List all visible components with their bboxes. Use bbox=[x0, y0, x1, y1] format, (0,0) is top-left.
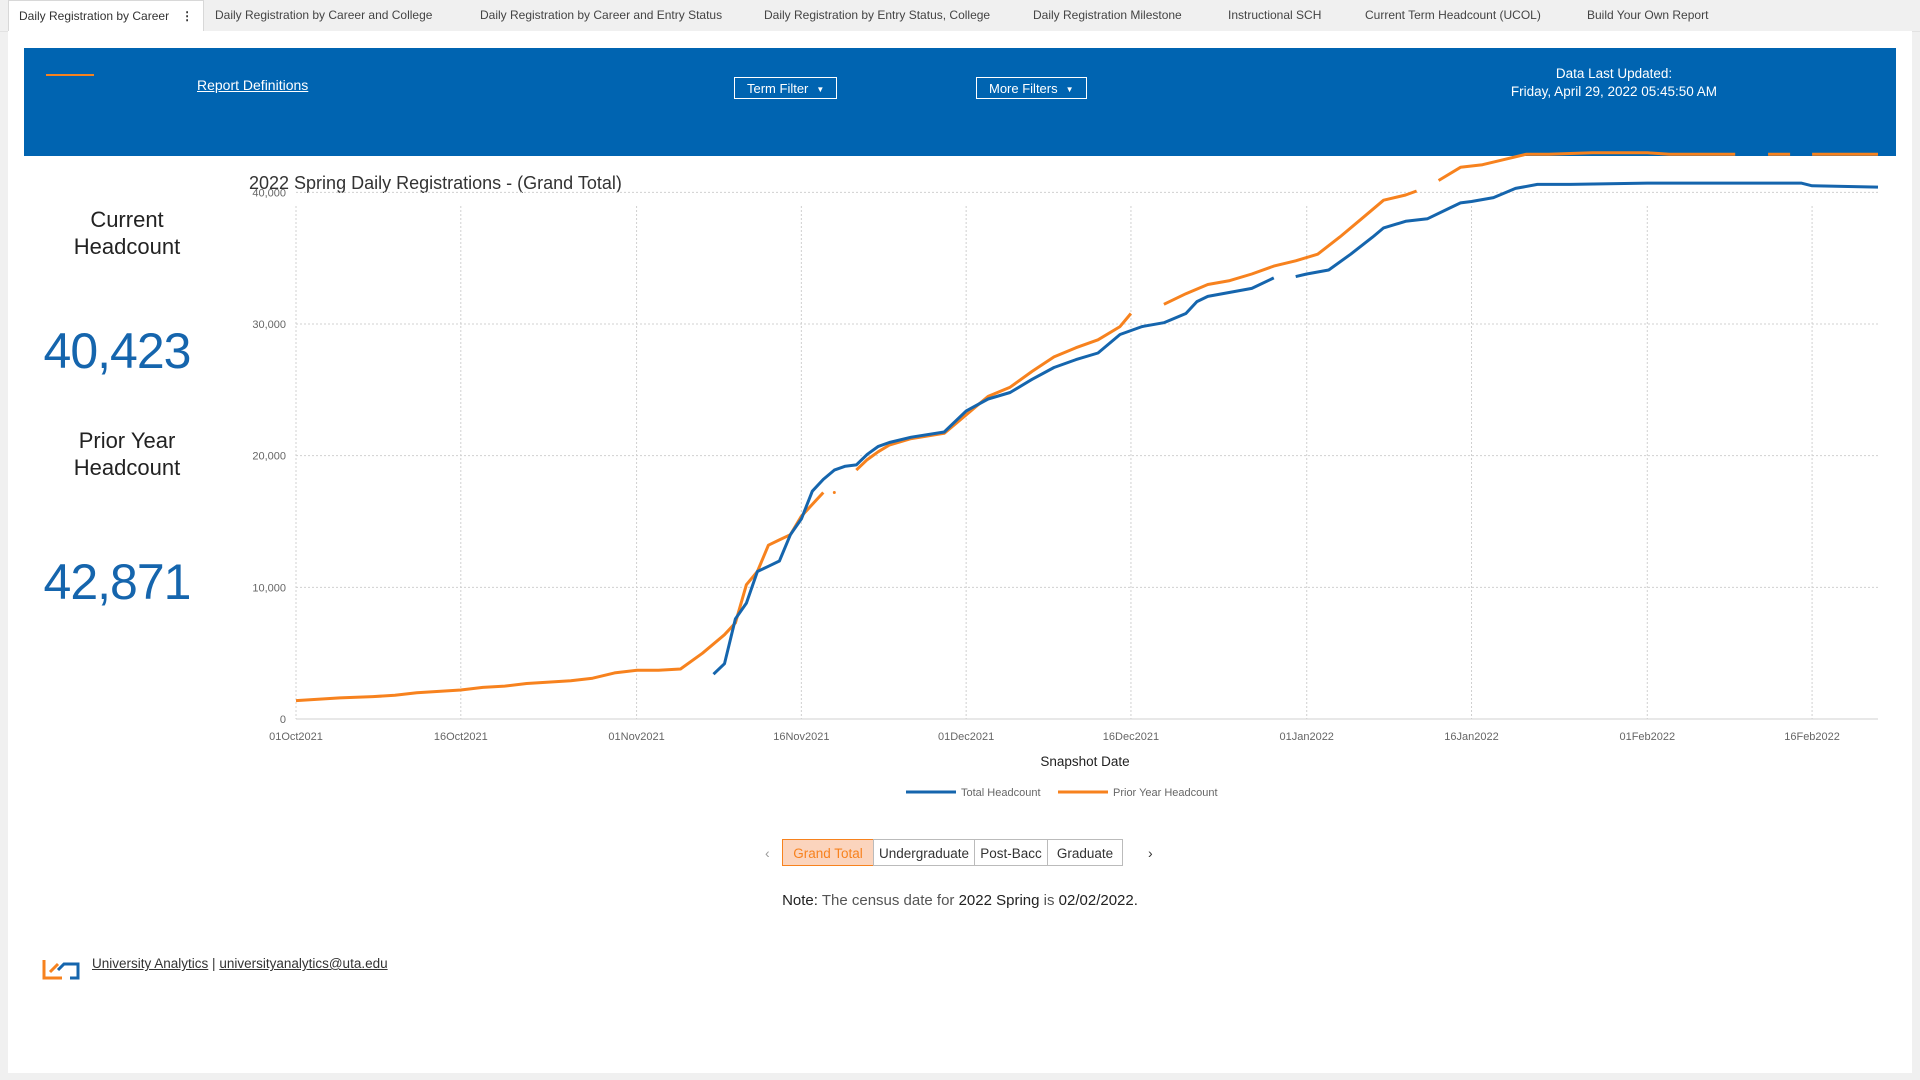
x-tick-label: 16Nov2021 bbox=[773, 731, 829, 743]
y-tick-label: 20,000 bbox=[252, 451, 286, 463]
updated-label: Data Last Updated: bbox=[1555, 66, 1673, 81]
university-analytics-link[interactable]: University Analytics bbox=[92, 956, 209, 971]
tab-current-term-headcount[interactable]: Current Term Headcount (UCOL) bbox=[1365, 8, 1541, 22]
term-filter-label: Term Filter bbox=[747, 81, 809, 96]
caret-down-icon: ▼ bbox=[816, 84, 825, 94]
prior-year-headcount-value: 42,871 bbox=[43, 554, 192, 610]
banner-accent-line bbox=[46, 74, 94, 76]
prior-year-headcount-label: Prior Year Headcount bbox=[40, 427, 214, 481]
legend-label: Prior Year Headcount bbox=[1113, 787, 1218, 799]
prior-headcount-label-line1: Prior Year bbox=[78, 428, 176, 453]
report-definitions-link[interactable]: Report Definitions bbox=[197, 77, 309, 93]
category-button-post-bacc[interactable]: Post-Bacc bbox=[974, 839, 1048, 866]
current-headcount-label-line1: Current bbox=[90, 207, 164, 232]
chart-title: 2022 Spring Daily Registrations - (Grand… bbox=[249, 173, 622, 193]
x-tick-label: 16Oct2021 bbox=[434, 731, 488, 743]
tab-entry-status-college[interactable]: Daily Registration by Entry Status, Coll… bbox=[764, 8, 991, 22]
filter-banner: Report Definitions Term Filter ▼ More Fil… bbox=[24, 48, 1896, 156]
y-tick-label: 0 bbox=[280, 714, 286, 726]
series-line-prior-year-headcount bbox=[1163, 189, 1418, 306]
report-page bbox=[8, 31, 1912, 1073]
x-tick-label: 01Oct2021 bbox=[269, 731, 323, 743]
category-button-graduate[interactable]: Graduate bbox=[1047, 839, 1123, 866]
report-tab-bar: Daily Registration by Career ⋮ Daily Regi… bbox=[0, 0, 1920, 33]
x-axis-title: Snapshot Date bbox=[1040, 754, 1129, 769]
series-line-prior-year-headcount bbox=[855, 312, 1133, 472]
footer-links: University Analytics | universityanalyti… bbox=[92, 956, 388, 971]
category-button-grand-total[interactable]: Grand Total bbox=[782, 839, 874, 866]
email-link[interactable]: universityanalytics@uta.edu bbox=[219, 956, 388, 971]
x-tick-label: 16Jan2022 bbox=[1444, 731, 1498, 743]
prior-headcount-label-line2: Headcount bbox=[73, 455, 181, 480]
data-last-updated: Data Last Updated: Friday, April 29, 202… bbox=[1414, 65, 1814, 101]
note-text-1: The census date for bbox=[817, 892, 959, 909]
tab-daily-registration-by-career[interactable]: Daily Registration by Career ⋮ bbox=[8, 0, 205, 33]
chevron-right-icon[interactable]: › bbox=[1148, 845, 1153, 861]
legend-label: Total Headcount bbox=[961, 787, 1041, 799]
more-options-icon[interactable]: ⋮ bbox=[181, 9, 194, 23]
series-line-total-headcount bbox=[1295, 181, 1879, 279]
tab-build-your-own-report[interactable]: Build Your Own Report bbox=[1587, 8, 1709, 22]
current-headcount-label: Current Headcount bbox=[40, 206, 214, 260]
caret-down-icon: ▼ bbox=[1065, 84, 1074, 94]
x-tick-label: 16Dec2021 bbox=[1103, 731, 1159, 743]
x-tick-label: 01Nov2021 bbox=[608, 731, 664, 743]
series-line-total-headcount bbox=[712, 276, 1275, 676]
footer-separator: | bbox=[208, 956, 220, 971]
chevron-left-icon[interactable]: ‹ bbox=[765, 845, 770, 861]
prior-year-point bbox=[832, 491, 836, 495]
tab-instructional-sch[interactable]: Instructional SCH bbox=[1228, 8, 1322, 22]
x-tick-label: 01Feb2022 bbox=[1619, 731, 1675, 743]
y-tick-label: 40,000 bbox=[252, 187, 286, 199]
more-filters-label: More Filters bbox=[989, 81, 1058, 96]
headcount-line-chart: 0 10,000 20,000 30,000 40,000 01Oct2021 16Oct2… bbox=[252, 151, 1879, 799]
note-label: Note: bbox=[782, 892, 818, 909]
y-tick-label: 30,000 bbox=[252, 319, 286, 331]
current-headcount-label-line2: Headcount bbox=[73, 234, 181, 259]
series-line-prior-year-headcount bbox=[1437, 151, 1736, 182]
x-tick-label: 16Feb2022 bbox=[1784, 731, 1840, 743]
census-note: Note: The census date for 2022 Spring is… bbox=[0, 892, 1920, 909]
tab-career-and-college[interactable]: Daily Registration by Career and College bbox=[215, 8, 433, 22]
tab-registration-milestone[interactable]: Daily Registration Milestone bbox=[1033, 8, 1182, 22]
note-term: 2022 Spring bbox=[958, 892, 1040, 909]
note-text-2: is bbox=[1039, 892, 1059, 909]
series-line-prior-year-headcount bbox=[295, 491, 825, 703]
current-headcount-value: 40,423 bbox=[43, 323, 192, 379]
y-tick-label: 10,000 bbox=[252, 582, 286, 594]
tab-label: Daily Registration by Career bbox=[19, 9, 170, 23]
university-analytics-logo-icon bbox=[42, 960, 80, 980]
x-tick-label: 01Dec2021 bbox=[938, 731, 994, 743]
tab-career-and-entry-status[interactable]: Daily Registration by Career and Entry S… bbox=[480, 8, 723, 22]
x-tick-label: 01Jan2022 bbox=[1279, 731, 1333, 743]
note-census-date: 02/02/2022. bbox=[1058, 892, 1138, 909]
category-button-undergraduate[interactable]: Undergraduate bbox=[873, 839, 975, 866]
more-filters-button[interactable]: More Filters ▼ bbox=[976, 77, 1087, 99]
updated-value: Friday, April 29, 2022 05:45:50 AM bbox=[1510, 84, 1718, 99]
term-filter-button[interactable]: Term Filter ▼ bbox=[734, 77, 838, 99]
